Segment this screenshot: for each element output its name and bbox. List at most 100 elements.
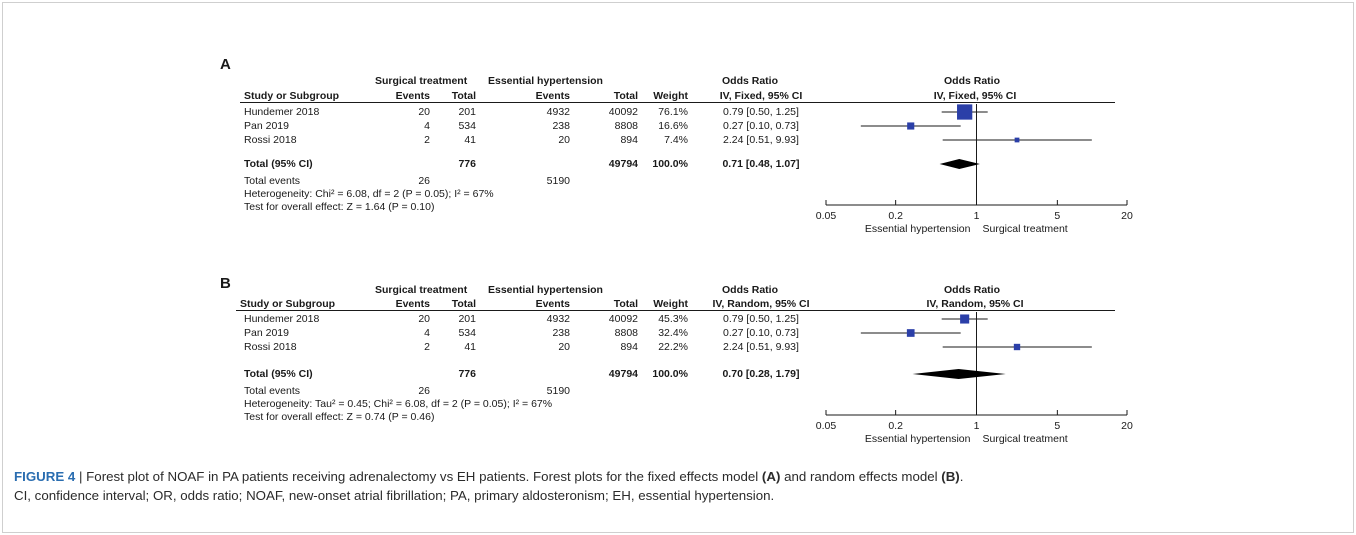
col-header-total-surgical: Total (451, 298, 476, 310)
total-events-label: Total events (244, 385, 301, 397)
header-rule-plot (830, 310, 1115, 311)
total-essential-sum: 49794 (608, 368, 638, 380)
total-label: Total (95% CI) (244, 368, 313, 380)
caption-ref-b: (B) (941, 469, 960, 484)
col-header-total-essential: Total (613, 90, 638, 102)
weight: 45.3% (658, 313, 688, 325)
group-header-or: Odds Ratio (722, 75, 779, 87)
odds-ratio-ci: 0.79 [0.50, 1.25] (723, 313, 799, 325)
events-essential: 4932 (546, 106, 570, 118)
total-essential: 894 (620, 341, 638, 353)
odds-ratio-ci: 0.27 [0.10, 0.73] (723, 327, 799, 339)
figure-number: FIGURE 4 (14, 469, 76, 484)
weight: 32.4% (658, 327, 688, 339)
study-name: Hundemer 2018 (244, 313, 320, 325)
total-surgical: 201 (458, 313, 476, 325)
study-name: Pan 2019 (244, 327, 289, 339)
caption-text: and random effects model (780, 469, 942, 484)
total-ci: 0.70 [0.28, 1.79] (722, 368, 800, 380)
total-events-surgical: 26 (418, 175, 430, 187)
events-essential: 4932 (546, 313, 570, 325)
col-header-weight: Weight (653, 298, 688, 310)
total-essential: 8808 (614, 327, 638, 339)
x-tick-label: 0.05 (816, 210, 837, 222)
x-tick-label: 0.2 (888, 210, 903, 222)
x-tick-label: 20 (1121, 210, 1133, 222)
total-surgical-sum: 776 (458, 368, 476, 380)
total-essential-sum: 49794 (608, 158, 638, 170)
caption-text: Forest plot of NOAF in PA patients recei… (86, 469, 762, 484)
events-surgical: 4 (424, 327, 430, 339)
x-tick-label: 1 (974, 210, 980, 222)
total-weight: 100.0% (652, 158, 688, 170)
total-events-essential: 5190 (546, 175, 570, 187)
group-header-surgical: Surgical treatment (375, 284, 468, 296)
group-header-or-plot: Odds Ratio (944, 75, 1001, 87)
col-header-method: IV, Fixed, 95% CI (719, 90, 803, 102)
figure-caption: FIGURE 4 | Forest plot of NOAF in PA pat… (14, 467, 1344, 505)
study-name: Hundemer 2018 (244, 106, 320, 118)
col-header-events-surgical: Events (395, 90, 430, 102)
total-surgical: 534 (458, 327, 476, 339)
odds-ratio-ci: 0.27 [0.10, 0.73] (723, 120, 799, 132)
x-tick-label: 5 (1054, 420, 1060, 432)
total-surgical: 534 (458, 120, 476, 132)
forest-plot-graph: 0.05 0.2 1 5 20 Essential hypertension Surgica… (816, 312, 1133, 445)
group-header-or-plot: Odds Ratio (944, 284, 1001, 296)
events-surgical: 20 (418, 106, 430, 118)
overall-effect-text: Test for overall effect: Z = 1.64 (P = 0… (244, 201, 435, 213)
total-essential: 40092 (608, 106, 638, 118)
x-tick-label: 0.05 (816, 420, 837, 432)
x-tick-label: 1 (974, 420, 980, 432)
col-header-study: Study or Subgroup (240, 298, 336, 310)
effect-marker (957, 104, 973, 120)
forest-plot-graph: 0.05 0.2 1 5 20 Essential hypertension Surgica… (816, 104, 1133, 235)
caption-separator: | (75, 469, 87, 484)
pooled-diamond (939, 159, 980, 169)
effect-marker (1014, 137, 1020, 143)
group-header-or: Odds Ratio (722, 284, 779, 296)
header-rule (240, 102, 830, 103)
total-essential: 894 (620, 134, 638, 146)
total-essential: 8808 (614, 120, 638, 132)
col-header-total-essential: Total (613, 298, 638, 310)
favours-left-label: Essential hypertension (865, 433, 971, 445)
events-essential: 20 (558, 134, 570, 146)
weight: 76.1% (658, 106, 688, 118)
effect-marker (907, 122, 915, 130)
total-label: Total (95% CI) (244, 158, 313, 170)
weight: 22.2% (658, 341, 688, 353)
total-events-surgical: 26 (418, 385, 430, 397)
col-header-study: Study or Subgroup (244, 90, 340, 102)
total-surgical-sum: 776 (458, 158, 476, 170)
favours-left-label: Essential hypertension (865, 223, 971, 235)
header-rule-plot (830, 102, 1115, 103)
odds-ratio-ci: 2.24 [0.51, 9.93] (723, 134, 799, 146)
col-header-weight: Weight (653, 90, 688, 102)
heterogeneity-text: Heterogeneity: Chi² = 6.08, df = 2 (P = … (244, 188, 494, 200)
x-tick-label: 20 (1121, 420, 1133, 432)
effect-marker (960, 314, 970, 324)
group-header-surgical: Surgical treatment (375, 75, 468, 87)
overall-effect-text: Test for overall effect: Z = 0.74 (P = 0… (244, 411, 435, 423)
events-surgical: 20 (418, 313, 430, 325)
group-header-essential: Essential hypertension (488, 284, 603, 296)
odds-ratio-ci: 0.79 [0.50, 1.25] (723, 106, 799, 118)
col-header-events-essential: Events (535, 298, 570, 310)
panel-label: A (220, 56, 231, 73)
events-essential: 238 (552, 327, 570, 339)
total-surgical: 201 (458, 106, 476, 118)
weight: 7.4% (664, 134, 688, 146)
heterogeneity-text: Heterogeneity: Tau² = 0.45; Chi² = 6.08,… (244, 398, 553, 410)
col-header-method-plot: IV, Fixed, 95% CI (933, 90, 1017, 102)
col-header-method: IV, Random, 95% CI (712, 298, 810, 310)
forest-plot-panel-a: A Surgical treatment Essential hypertens… (0, 48, 1356, 235)
x-tick-label: 5 (1054, 210, 1060, 222)
col-header-method-plot: IV, Random, 95% CI (926, 298, 1024, 310)
caption-ref-a: (A) (761, 469, 781, 484)
caption-text: . (959, 469, 964, 484)
total-events-label: Total events (244, 175, 301, 187)
group-header-essential: Essential hypertension (488, 75, 603, 87)
events-surgical: 2 (424, 134, 430, 146)
